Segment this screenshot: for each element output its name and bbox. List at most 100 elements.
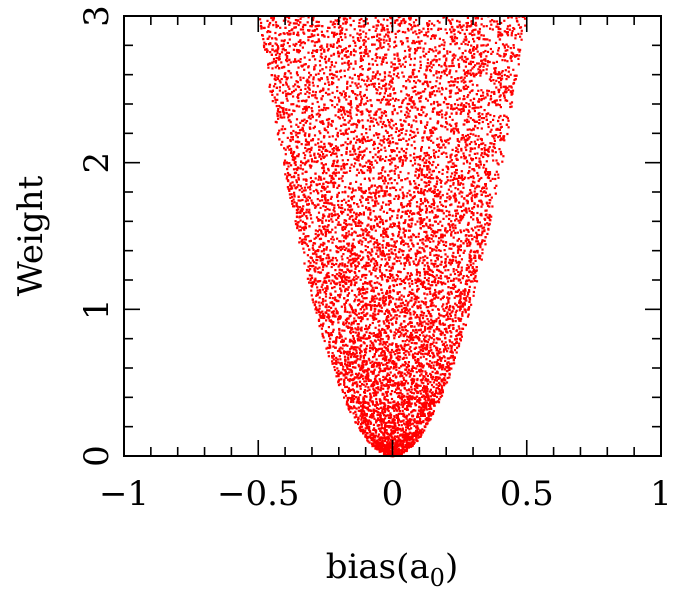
data-point <box>293 191 296 194</box>
data-point <box>303 111 306 114</box>
data-point <box>469 150 472 153</box>
data-point <box>390 161 393 164</box>
data-point <box>347 195 350 198</box>
data-point <box>340 378 343 381</box>
data-point <box>279 114 282 117</box>
data-point <box>372 385 375 388</box>
data-point <box>433 188 436 191</box>
data-point <box>404 448 407 451</box>
data-point <box>452 251 455 254</box>
data-point <box>319 55 322 58</box>
data-point <box>300 209 304 213</box>
data-point <box>344 372 347 376</box>
data-point <box>493 82 496 85</box>
data-point <box>427 238 430 241</box>
data-point <box>286 32 289 35</box>
data-point <box>347 61 350 64</box>
data-point <box>359 239 362 242</box>
data-point <box>389 94 392 97</box>
data-point <box>429 62 432 65</box>
data-point <box>382 60 385 63</box>
data-point <box>471 180 475 183</box>
data-point <box>480 94 483 97</box>
data-point <box>408 290 411 294</box>
data-point <box>464 43 467 46</box>
data-point <box>312 190 315 193</box>
data-point <box>347 111 350 114</box>
data-point <box>361 190 364 193</box>
data-point <box>287 174 290 177</box>
data-point <box>378 157 381 160</box>
data-point <box>500 86 503 89</box>
data-point <box>472 213 475 217</box>
data-point <box>435 387 438 390</box>
data-point <box>474 256 477 259</box>
data-point <box>366 439 369 442</box>
data-point <box>422 408 425 412</box>
data-point <box>331 330 335 333</box>
data-point <box>373 361 376 364</box>
data-point <box>470 227 473 230</box>
data-point <box>316 286 319 289</box>
data-point <box>484 49 487 53</box>
data-point <box>474 226 477 229</box>
data-point <box>401 186 404 189</box>
data-point <box>383 273 386 277</box>
data-point <box>450 112 453 115</box>
data-point <box>373 368 376 371</box>
data-point <box>309 239 312 242</box>
data-point <box>472 46 475 49</box>
data-point <box>355 396 358 399</box>
data-point <box>348 350 351 353</box>
data-point <box>353 416 356 419</box>
data-point <box>457 175 461 178</box>
data-point <box>422 238 425 241</box>
data-point <box>382 236 385 239</box>
data-point <box>331 323 334 326</box>
data-point <box>341 226 344 229</box>
data-point <box>450 346 453 349</box>
data-point <box>375 200 378 203</box>
data-point <box>460 258 463 261</box>
data-point <box>476 45 479 49</box>
data-point <box>476 36 479 39</box>
data-point <box>465 199 468 202</box>
data-point <box>323 177 326 180</box>
data-point <box>338 16 342 19</box>
data-point <box>420 114 423 117</box>
data-point <box>383 429 386 432</box>
data-point <box>274 98 277 101</box>
data-point <box>288 38 291 41</box>
data-point <box>432 90 436 93</box>
data-point <box>334 231 337 234</box>
data-point <box>408 200 411 203</box>
data-point <box>448 72 451 75</box>
data-point <box>410 296 413 299</box>
data-point <box>370 280 373 283</box>
data-point <box>388 351 391 354</box>
data-point <box>434 230 437 233</box>
data-point <box>430 66 433 69</box>
data-point <box>330 63 333 67</box>
data-point <box>347 358 350 361</box>
data-point <box>304 23 307 27</box>
data-point <box>436 104 440 107</box>
data-point <box>376 39 379 42</box>
data-point <box>306 254 309 257</box>
data-point <box>344 17 347 20</box>
data-point <box>390 169 393 172</box>
data-point <box>397 436 400 439</box>
data-point <box>399 334 402 337</box>
data-point <box>392 290 395 293</box>
data-point <box>331 362 334 365</box>
data-point <box>345 146 348 149</box>
data-point <box>398 259 401 262</box>
data-point <box>498 128 501 131</box>
data-point <box>399 118 402 122</box>
data-point <box>392 245 395 248</box>
data-point <box>480 258 483 261</box>
data-point <box>382 120 385 124</box>
data-point <box>340 335 343 338</box>
data-point <box>419 120 422 123</box>
data-point <box>414 278 417 281</box>
